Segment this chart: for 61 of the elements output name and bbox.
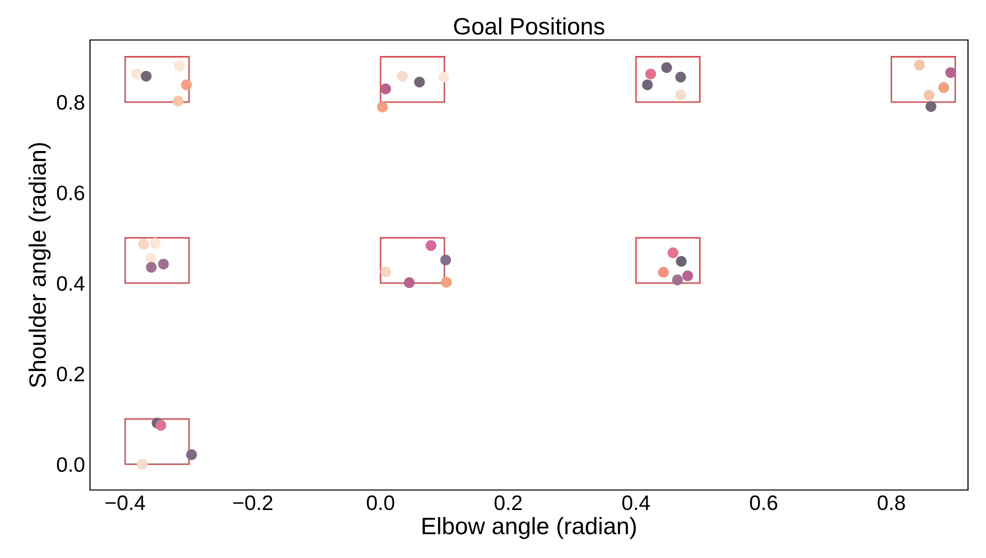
point xyxy=(377,102,388,112)
point xyxy=(675,89,686,100)
point xyxy=(658,266,669,278)
point xyxy=(682,270,694,282)
point xyxy=(146,262,157,273)
point xyxy=(414,76,425,88)
x-axis-title: Elbow angle (radian) xyxy=(422,517,636,540)
bar xyxy=(380,56,446,103)
point xyxy=(131,68,142,80)
y-tick-label: 0.4 xyxy=(56,276,85,291)
bar xyxy=(380,237,446,284)
point xyxy=(186,449,197,460)
point xyxy=(136,458,148,470)
x-tick-label: 0.2 xyxy=(494,495,522,510)
x-tick-label: 0.4 xyxy=(622,495,650,510)
point xyxy=(645,68,656,80)
point xyxy=(396,70,408,82)
point xyxy=(404,277,415,288)
bar xyxy=(635,56,701,103)
bar xyxy=(890,56,956,103)
point xyxy=(938,82,950,93)
y-tick-label: 0.6 xyxy=(56,186,84,200)
point xyxy=(661,62,672,73)
bar xyxy=(124,418,190,465)
point xyxy=(926,101,936,112)
y-tick-label: 0.8 xyxy=(56,95,84,110)
x-tick-label: 0.8 xyxy=(878,495,905,510)
point xyxy=(145,252,156,264)
point xyxy=(426,240,436,251)
x-tick-label: −0.4 xyxy=(106,495,146,510)
x-tick-label: −0.2 xyxy=(233,495,272,510)
point xyxy=(140,70,152,82)
point xyxy=(156,420,166,431)
chart-title: Goal Positions xyxy=(454,17,604,35)
point xyxy=(380,266,392,278)
point xyxy=(675,72,686,82)
x-tick-label: 0.6 xyxy=(750,495,778,510)
point xyxy=(642,79,653,90)
point xyxy=(138,238,150,250)
bar xyxy=(124,237,190,284)
point xyxy=(438,72,450,82)
bar xyxy=(635,237,701,284)
point xyxy=(945,67,956,78)
point xyxy=(676,256,687,267)
point xyxy=(672,274,683,286)
bar xyxy=(124,56,190,103)
point xyxy=(380,84,392,94)
point xyxy=(181,79,192,90)
point xyxy=(440,254,452,266)
point xyxy=(174,60,185,72)
point xyxy=(924,90,934,101)
point xyxy=(158,258,169,270)
point xyxy=(668,247,678,258)
x-tick-label: 0.0 xyxy=(366,495,394,510)
y-axis-title: Shoulder angle (radian) xyxy=(28,143,51,388)
point xyxy=(172,96,184,106)
point xyxy=(150,238,161,249)
y-tick-label: 0.0 xyxy=(56,457,84,472)
y-tick-label: 0.2 xyxy=(56,366,84,382)
point xyxy=(914,60,925,70)
point xyxy=(440,276,452,288)
